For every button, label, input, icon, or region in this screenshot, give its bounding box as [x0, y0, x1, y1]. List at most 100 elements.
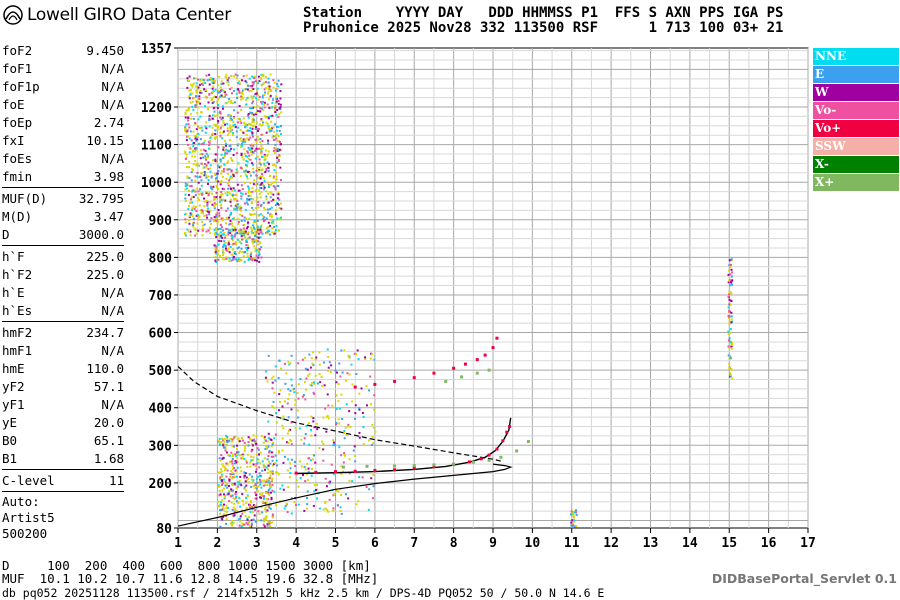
echo-pixel: [214, 132, 217, 135]
echo-pixel: [260, 145, 263, 148]
echo-pixel: [246, 249, 249, 252]
echo-pixel: [335, 408, 338, 411]
echo-pixel: [265, 515, 268, 518]
echo-pixel: [245, 74, 248, 77]
echo-pixel: [219, 471, 222, 474]
param-row: hmF2 234.7: [2, 324, 124, 342]
echo-pixel: [258, 229, 261, 232]
echo-pixel: [245, 459, 248, 462]
legend-entry: W: [813, 84, 899, 101]
param-name: foE: [2, 97, 25, 112]
echo-pixel: [242, 131, 245, 134]
echo-pixel: [221, 116, 224, 119]
echo-pixel: [243, 523, 246, 526]
echo-pixel: [269, 491, 272, 494]
echo-pixel: [217, 121, 220, 124]
echo-pixel: [232, 437, 235, 440]
echo-pixel: [207, 182, 210, 185]
echo-pixel: [217, 188, 220, 191]
echo-pixel: [258, 166, 261, 169]
echo-pixel: [232, 248, 235, 251]
echo-pixel: [257, 448, 260, 451]
echo-pixel: [188, 165, 191, 168]
echo-pixel: [262, 100, 265, 103]
echo-pixel: [232, 173, 235, 176]
echo-pixel: [272, 98, 275, 101]
echo-pixel: [269, 191, 272, 194]
echo-pixel: [274, 101, 277, 104]
echo-pixel: [226, 228, 229, 231]
echo-pixel: [280, 207, 283, 210]
echo-pixel: [211, 132, 214, 135]
echo-pixel: [274, 147, 277, 150]
echo-pixel: [277, 191, 280, 194]
echo-pixel: [226, 436, 229, 439]
echo-pixel: [204, 131, 207, 134]
echo-pixel: [230, 128, 233, 131]
echo-pixel: [248, 257, 251, 260]
echo-pixel: [262, 109, 265, 112]
echo-pixel: [186, 143, 189, 146]
echo-pixel: [251, 121, 254, 124]
echo-pixel: [192, 217, 195, 220]
echo-pixel: [729, 356, 732, 359]
echo-pixel: [345, 403, 348, 406]
echo-pixel: [259, 204, 262, 207]
echo-pixel: [258, 466, 261, 469]
echo-pixel: [275, 100, 278, 103]
echo-pixel: [201, 84, 204, 87]
echo-pixel: [728, 303, 731, 306]
echo-pixel: [261, 460, 264, 463]
echo-pixel: [257, 129, 260, 132]
echo-pixel: [225, 462, 228, 465]
echo-pixel: [234, 508, 237, 511]
echo-pixel: [219, 204, 222, 207]
echo-pixel: [214, 247, 217, 250]
x-tick-label: 15: [721, 536, 737, 551]
echo-pixel: [250, 522, 253, 525]
echo-pixel: [235, 152, 238, 155]
echo-pixel: [189, 83, 192, 86]
echo-pixel: [247, 477, 250, 480]
echo-pixel: [230, 170, 233, 173]
echo-pixel: [242, 230, 245, 233]
echo-pixel: [269, 214, 272, 217]
echo-pixel: [251, 131, 254, 134]
echo-pixel: [272, 185, 275, 188]
echo-pixel: [264, 91, 267, 94]
echo-pixel: [238, 454, 241, 457]
echo-pixel: [272, 400, 275, 403]
echo-pixel: [226, 149, 229, 152]
echo-pixel: [301, 473, 304, 476]
echo-pixel: [225, 177, 228, 180]
echo-pixel: [232, 514, 235, 517]
echo-pixel: [228, 229, 231, 232]
echo-pixel: [220, 153, 223, 156]
echo-pixel: [226, 152, 229, 155]
echo-pixel: [200, 172, 203, 175]
echo-pixel: [270, 451, 273, 454]
echo-pixel: [220, 217, 223, 220]
echo-pixel: [215, 203, 218, 206]
echo-pixel: [272, 220, 275, 223]
echo-pixel: [184, 199, 187, 202]
echo-pixel: [355, 503, 358, 506]
echo-pixel: [246, 88, 249, 91]
echo-pixel: [236, 481, 239, 484]
echo-pixel: [255, 92, 258, 95]
echo-pixel: [274, 143, 277, 146]
echo-pixel: [211, 126, 214, 129]
echo-pixel: [236, 460, 239, 463]
echo-pixel: [257, 228, 260, 231]
echo-pixel: [222, 243, 225, 246]
echo-pixel: [199, 138, 202, 141]
echo-pixel: [264, 376, 267, 379]
echo-pixel: [246, 465, 249, 468]
echo-pixel: [727, 281, 730, 284]
echo-pixel: [247, 523, 250, 526]
echo-pixel: [252, 113, 255, 116]
echo-pixel: [266, 509, 269, 512]
echo-pixel: [226, 486, 229, 489]
echo-pixel: [233, 510, 236, 513]
echo-pixel: [215, 212, 218, 215]
